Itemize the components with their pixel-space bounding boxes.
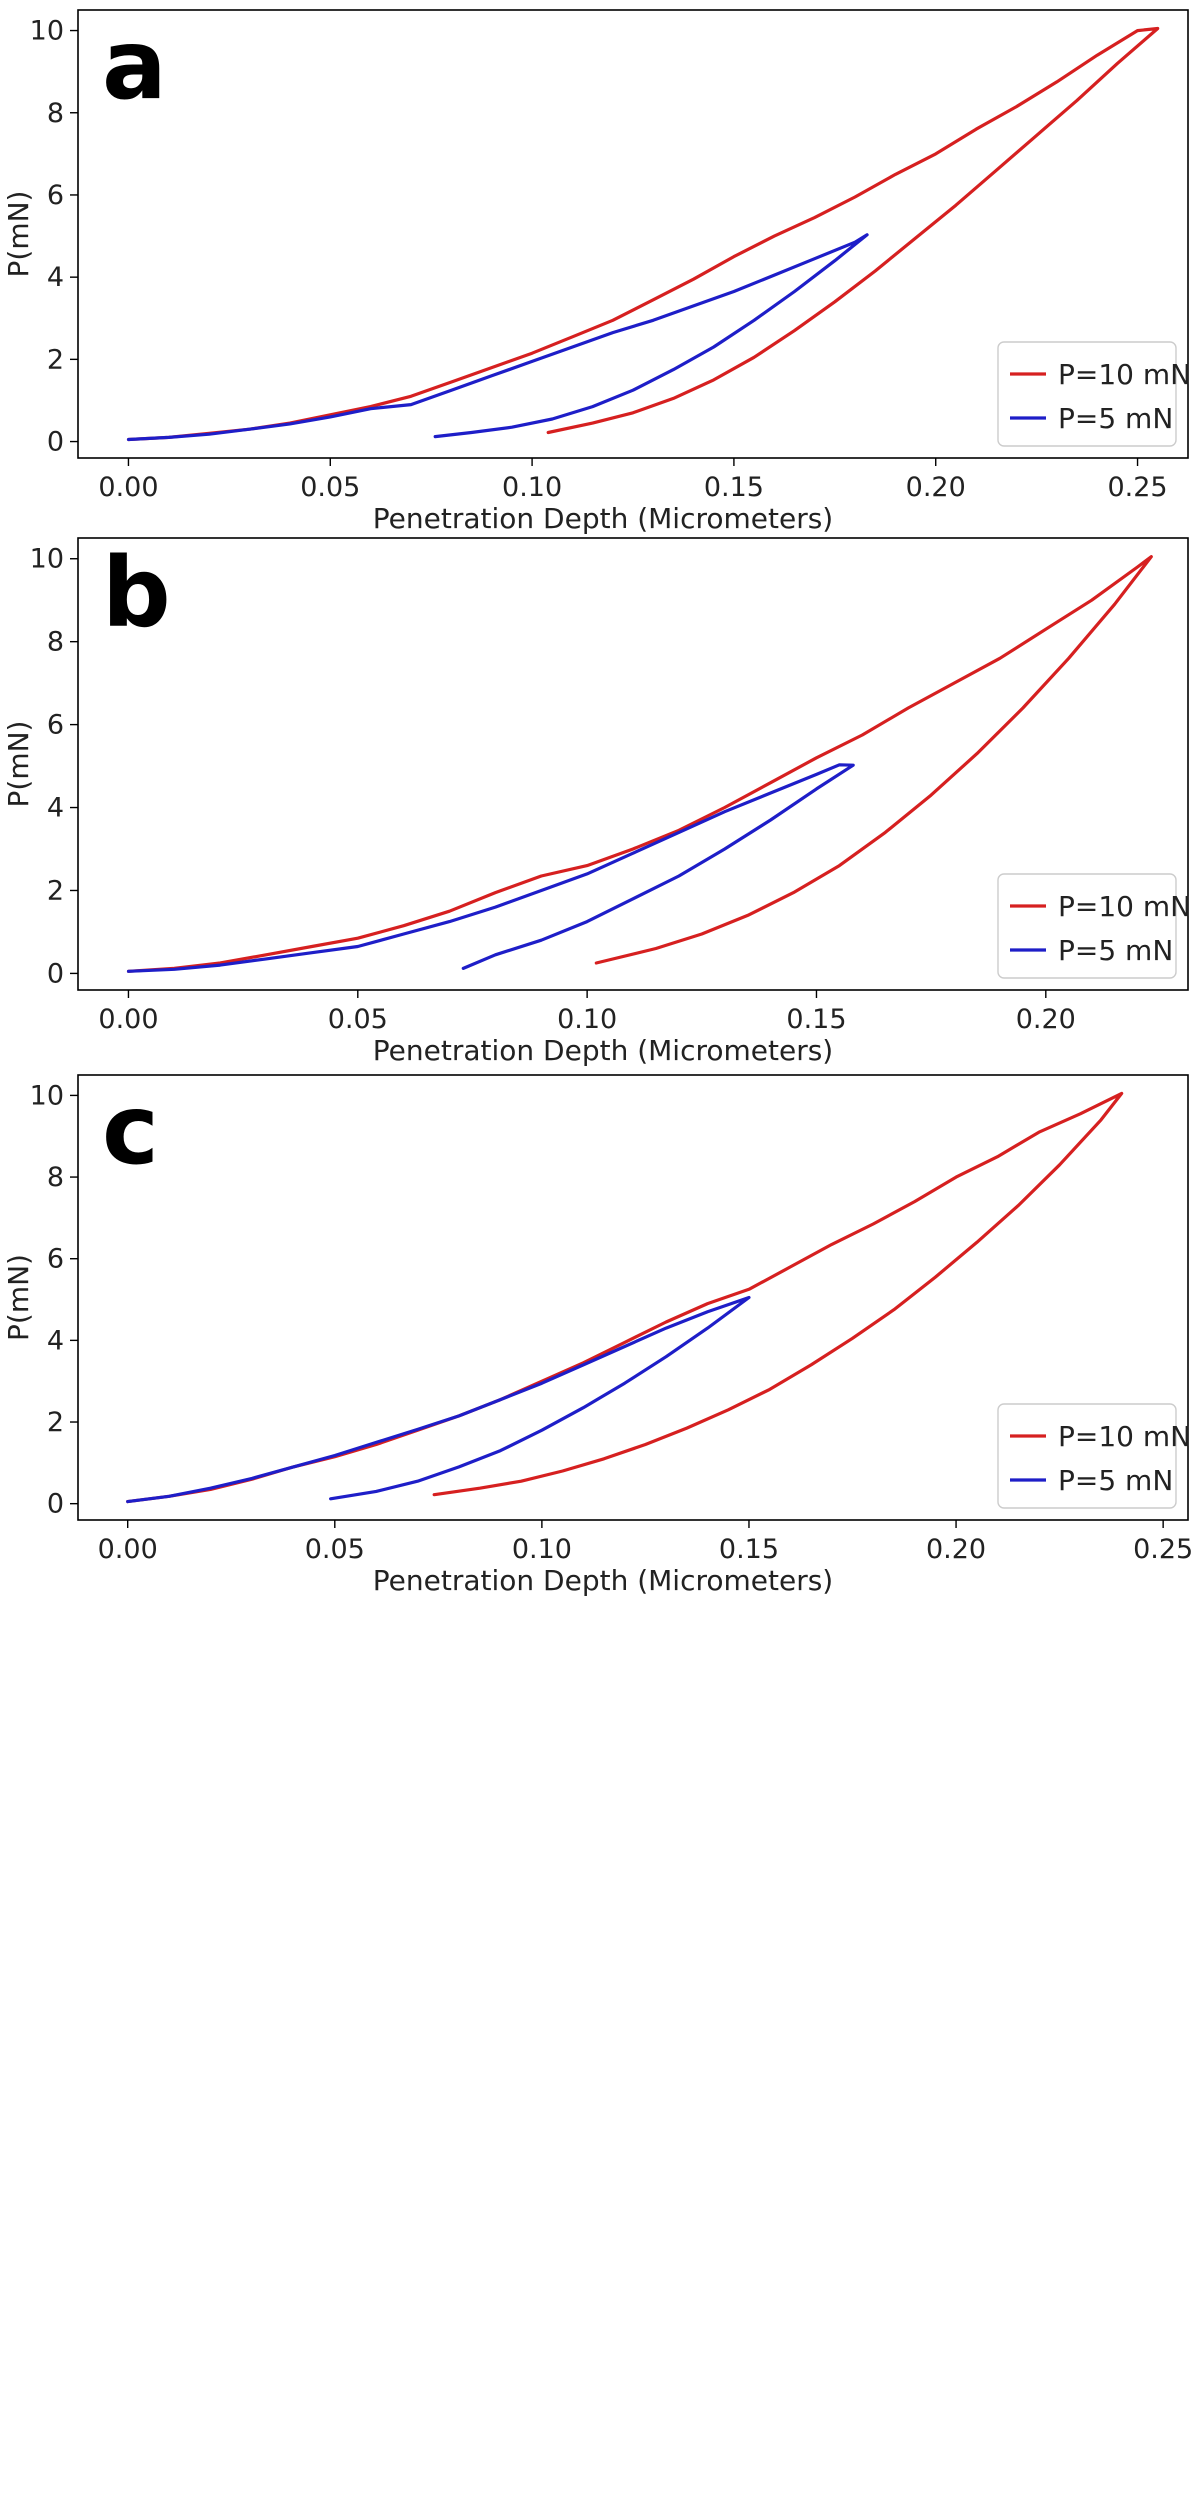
- axes-frame: [77, 9, 1189, 459]
- y-axis-label: P(mN): [2, 721, 35, 808]
- legend: P=10 mN P=5 mN: [997, 341, 1191, 447]
- legend-box: [997, 873, 1177, 979]
- y-tick-label: 8: [47, 627, 64, 658]
- x-tick-label: 0.20: [1016, 1004, 1076, 1035]
- y-tick-label: 10: [30, 16, 64, 47]
- x-tick-label: 0.20: [906, 472, 966, 503]
- legend-label: P=10 mN: [1058, 890, 1191, 923]
- y-tick-label: 2: [47, 1407, 64, 1438]
- x-tick-label: 0.25: [1133, 1534, 1193, 1565]
- x-tick-label: 0.00: [98, 1004, 158, 1035]
- x-axis-label: Penetration Depth (Micrometers): [373, 1034, 833, 1067]
- axes-frame: [77, 537, 1189, 991]
- legend-label: P=10 mN: [1058, 1420, 1191, 1453]
- y-tick-label: 2: [47, 344, 64, 375]
- legend-label: P=5 mN: [1058, 402, 1173, 435]
- chart-panel-b: 0.00 0.05 0.10 0.15 0.20 0 2 4 6 8 10 Penetration D…: [2, 537, 1191, 1067]
- y-tick-label: 2: [47, 875, 64, 906]
- x-tick-label: 0.05: [328, 1004, 388, 1035]
- y-tick-label: 10: [30, 544, 64, 575]
- x-tick-label: 0.10: [557, 1004, 617, 1035]
- x-tick-label: 0.20: [926, 1534, 986, 1565]
- axes-frame: [77, 1074, 1189, 1521]
- x-tick-label: 0.25: [1107, 472, 1167, 503]
- x-tick-label: 0.05: [305, 1534, 365, 1565]
- x-axis-label: Penetration Depth (Micrometers): [373, 1564, 833, 1597]
- x-tick-label: 0.05: [300, 472, 360, 503]
- series-line-b-p10: [126, 555, 1153, 973]
- x-axis-label: Penetration Depth (Micrometers): [373, 502, 833, 535]
- y-axis-label: P(mN): [2, 191, 35, 278]
- y-tick-label: 8: [47, 98, 64, 129]
- x-tick-label: 0.00: [98, 472, 158, 503]
- series-line-a-p10: [126, 26, 1160, 442]
- y-tick-label: 6: [47, 710, 64, 741]
- y-tick-label: 4: [47, 262, 64, 293]
- panel-letter: a: [102, 9, 167, 121]
- series-line-c-p5: [126, 1295, 751, 1504]
- x-tick-label: 0.15: [786, 1004, 846, 1035]
- x-tick-label: 0.00: [98, 1534, 158, 1565]
- legend-box: [997, 1403, 1177, 1509]
- series-line-b-p5: [126, 763, 855, 973]
- y-tick-label: 0: [47, 1489, 64, 1520]
- y-tick-label: 6: [47, 180, 64, 211]
- legend-box: [997, 341, 1177, 447]
- chart-panel-a: 0.00 0.05 0.10 0.15 0.20 0.25 0 2 4 6 8 10 Penetrati…: [2, 9, 1191, 535]
- legend-label: P=5 mN: [1058, 934, 1173, 967]
- y-tick-label: 0: [47, 427, 64, 458]
- x-tick-label: 0.10: [512, 1534, 572, 1565]
- chart-panel-c: 0.00 0.05 0.10 0.15 0.20 0.25 0 2 4 6 8 10 Penetrati…: [2, 1074, 1193, 1597]
- y-tick-label: 0: [47, 958, 64, 989]
- y-axis-label: P(mN): [2, 1254, 35, 1341]
- y-tick-label: 10: [30, 1080, 64, 1111]
- x-tick-label: 0.15: [704, 472, 764, 503]
- y-tick-label: 4: [47, 793, 64, 824]
- y-tick-label: 8: [47, 1162, 64, 1193]
- legend: P=10 mN P=5 mN: [997, 1403, 1191, 1509]
- panel-letter: c: [102, 1074, 159, 1186]
- panel-letter: b: [102, 537, 171, 649]
- legend-label: P=10 mN: [1058, 358, 1191, 391]
- series-line-c-p10: [126, 1091, 1124, 1504]
- legend-label: P=5 mN: [1058, 1464, 1173, 1497]
- x-tick-label: 0.15: [719, 1534, 779, 1565]
- y-tick-label: 4: [47, 1325, 64, 1356]
- legend: P=10 mN P=5 mN: [997, 873, 1191, 979]
- y-tick-label: 6: [47, 1244, 64, 1275]
- x-tick-label: 0.10: [502, 472, 562, 503]
- series-line-a-p5: [126, 233, 869, 442]
